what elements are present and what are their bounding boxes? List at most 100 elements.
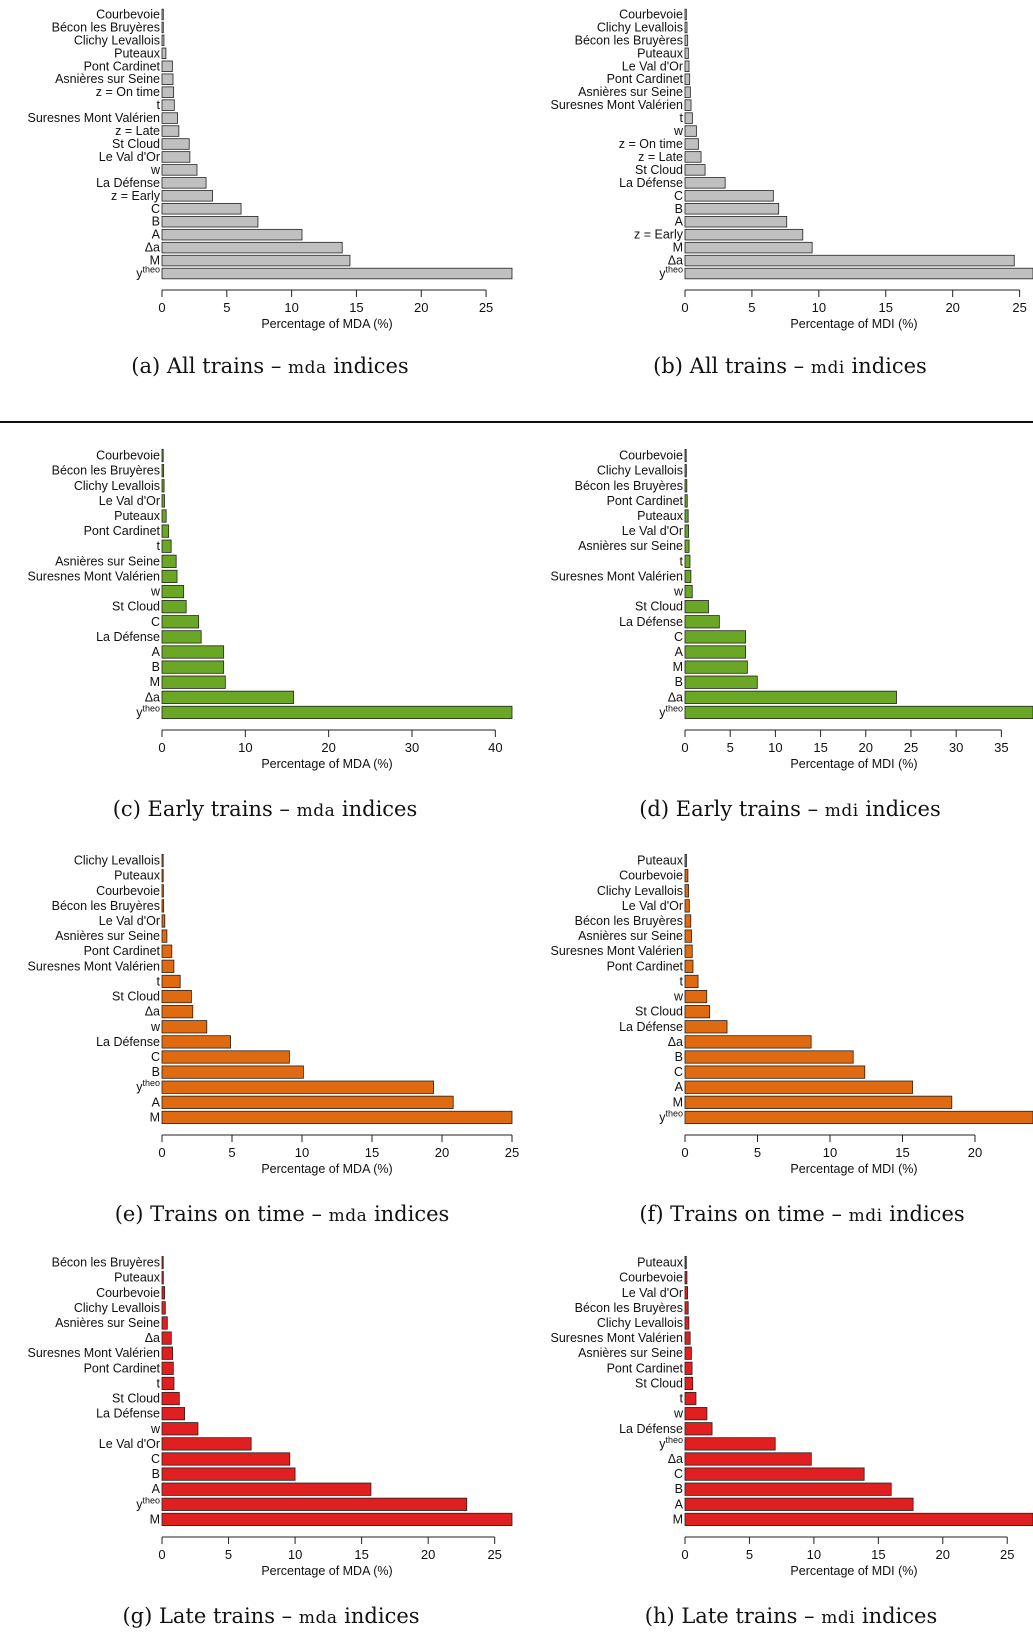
caption-c: (c) Early trains – mda indices [112,797,418,821]
bar-label: St Cloud [635,163,683,177]
x-tick-label: 0 [158,1145,165,1160]
x-tick-label: 0 [681,740,688,755]
bar [684,1437,776,1451]
bar-label: t [680,974,684,988]
bar [161,138,190,150]
bar-label: w [673,990,684,1004]
bar [684,1271,688,1285]
bar-label: Clichy Levallois [597,1316,683,1330]
x-axis-title: Percentage of MDI (%) [790,317,917,331]
x-tick-label: 5 [223,300,230,315]
bar-label: t [680,111,684,125]
bar-label: St Cloud [112,137,160,151]
bar [161,1391,180,1406]
bar-label: z = On time [96,85,160,99]
bar [684,660,748,674]
x-tick-label: 25 [487,1547,501,1562]
bar [161,1286,166,1300]
bar-label: St Cloud [112,600,160,614]
bar [684,914,692,928]
bar [161,1271,164,1285]
bar-label: ytheo [659,1108,683,1124]
bar [161,267,513,280]
bar [161,1050,290,1064]
bar [684,73,691,85]
bar [684,1005,711,1019]
bar-label: M [673,241,683,255]
bar [684,1255,687,1270]
bar-label: B [675,1050,683,1064]
bar [161,1482,372,1496]
bar [684,1346,692,1360]
bar-label: Le Val d'Or [622,59,683,73]
bar [684,705,1033,720]
bar [684,203,780,215]
bar [684,1050,854,1064]
bar-label: Asnières sur Seine [578,1346,683,1360]
bar-label: t [157,1376,161,1390]
bar [161,479,165,493]
bar-label: Bécon les Bruyères [52,1256,160,1270]
bar-label: z = Early [111,189,161,203]
x-tick-label: 40 [488,740,502,755]
bar-label: La Défense [96,630,160,644]
x-tick-label: 25 [1000,1547,1014,1562]
bar [684,60,690,72]
bar-label: M [673,1095,683,1109]
bar-label: La Défense [96,176,160,190]
bar [161,228,303,241]
bar-label: A [152,1095,161,1109]
bar [161,125,180,137]
bar [161,1467,296,1481]
bar [161,151,191,163]
bar-label: Courbevoie [96,1286,160,1300]
bar [684,615,720,629]
x-tick-label: 20 [968,1145,982,1160]
caption-f: (f) Trains on time – mdi indices [639,1202,965,1226]
bar-label: ytheo [136,1495,160,1511]
bar-label: Asnières sur Seine [578,85,683,99]
bar-label: A [152,645,161,659]
bar-label: C [151,1452,160,1466]
bar [684,215,788,228]
bar [684,1407,708,1421]
x-tick-label: 5 [727,740,734,755]
bar [684,600,709,614]
bar-label: La Défense [619,176,683,190]
bar-label: Pont Cardinet [607,1361,684,1375]
bar-label: Puteaux [114,869,161,883]
bar-label: Pont Cardinet [84,1361,161,1375]
bar-label: Clichy Levallois [74,479,160,493]
bar [161,630,202,644]
bar-label: La Défense [619,1020,683,1034]
bar [161,645,225,659]
bar-label: M [673,1512,683,1526]
bar-label: Clichy Levallois [597,884,683,898]
bar-label: St Cloud [112,1392,160,1406]
bar-label: C [674,630,683,644]
bar [161,1301,166,1315]
bar [684,539,690,553]
bar [161,164,198,176]
bar-label: w [150,163,161,177]
bar-label: Suresnes Mont Valérien [28,111,161,125]
bar [161,959,175,973]
x-axis-title: Percentage of MDA (%) [261,1564,392,1578]
bar-label: w [673,1407,684,1421]
x-tick-label: 10 [823,1145,837,1160]
bar-label: Bécon les Bruyères [575,914,683,928]
bar [684,1422,713,1436]
x-tick-label: 0 [681,1547,688,1562]
bar [684,899,690,913]
bar-label: Le Val d'Or [622,1286,683,1300]
bar [684,974,699,989]
bar-label: Δa [145,690,160,704]
bar-label: B [152,660,160,674]
bar-label: t [157,974,161,988]
bar [684,959,694,973]
bar [684,884,690,898]
bar-label: C [151,1050,160,1064]
